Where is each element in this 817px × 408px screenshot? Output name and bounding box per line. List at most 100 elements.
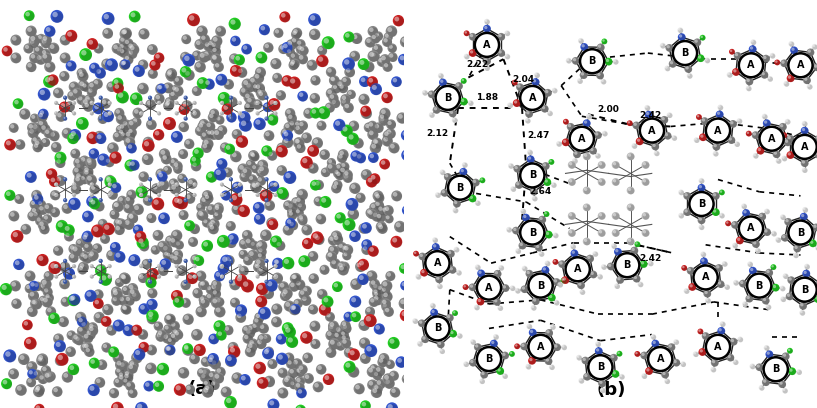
Circle shape (163, 246, 172, 255)
Circle shape (643, 230, 646, 233)
Circle shape (208, 218, 220, 229)
Circle shape (171, 92, 175, 96)
Circle shape (239, 171, 250, 182)
Circle shape (684, 288, 690, 294)
Circle shape (246, 239, 255, 248)
Circle shape (385, 308, 390, 312)
Circle shape (140, 112, 143, 115)
Circle shape (274, 264, 278, 268)
Circle shape (342, 332, 349, 339)
Circle shape (612, 244, 614, 246)
Circle shape (99, 198, 103, 202)
Circle shape (735, 53, 739, 56)
Circle shape (278, 388, 288, 398)
Circle shape (138, 238, 149, 249)
Circle shape (259, 335, 263, 340)
Circle shape (342, 335, 346, 339)
Circle shape (125, 371, 133, 380)
Circle shape (325, 347, 337, 358)
Circle shape (82, 344, 92, 353)
Circle shape (276, 353, 288, 365)
Circle shape (493, 334, 499, 340)
Circle shape (265, 259, 267, 261)
Circle shape (217, 235, 230, 248)
Circle shape (374, 385, 382, 394)
Circle shape (182, 299, 186, 304)
Circle shape (79, 266, 87, 275)
Circle shape (587, 115, 589, 117)
Circle shape (221, 193, 222, 195)
Circle shape (63, 204, 73, 214)
Circle shape (163, 101, 173, 111)
Circle shape (345, 313, 349, 317)
Circle shape (305, 109, 310, 114)
Circle shape (243, 45, 252, 54)
Circle shape (123, 54, 133, 64)
Circle shape (352, 152, 357, 157)
Circle shape (221, 102, 222, 103)
Circle shape (742, 204, 744, 207)
Circle shape (697, 115, 699, 118)
Circle shape (230, 279, 240, 290)
Circle shape (261, 26, 270, 35)
Circle shape (469, 359, 477, 366)
Circle shape (248, 344, 252, 348)
Circle shape (698, 55, 701, 59)
Circle shape (598, 275, 603, 279)
Circle shape (596, 72, 604, 79)
Circle shape (368, 129, 378, 140)
Circle shape (437, 284, 443, 289)
Circle shape (291, 29, 301, 39)
Circle shape (155, 54, 164, 63)
Circle shape (212, 360, 217, 365)
Circle shape (239, 266, 248, 276)
Circle shape (473, 180, 476, 183)
Circle shape (580, 290, 583, 293)
Circle shape (81, 157, 85, 162)
Circle shape (417, 341, 422, 347)
Circle shape (531, 189, 534, 192)
Circle shape (770, 54, 773, 56)
Circle shape (212, 55, 221, 64)
Circle shape (210, 130, 214, 135)
Circle shape (375, 212, 386, 223)
Circle shape (227, 356, 237, 366)
Circle shape (95, 67, 106, 79)
Circle shape (641, 212, 650, 220)
Circle shape (166, 71, 176, 82)
Circle shape (13, 300, 17, 304)
Circle shape (116, 109, 124, 118)
Circle shape (10, 212, 20, 222)
Circle shape (115, 278, 124, 287)
Circle shape (42, 36, 47, 41)
Circle shape (80, 263, 89, 273)
Circle shape (154, 53, 164, 63)
Circle shape (690, 284, 693, 288)
Circle shape (35, 47, 44, 56)
Circle shape (528, 157, 534, 163)
Circle shape (255, 264, 259, 268)
Circle shape (393, 78, 402, 87)
Circle shape (245, 93, 254, 103)
Circle shape (584, 239, 587, 242)
Circle shape (752, 133, 756, 135)
Circle shape (315, 383, 324, 392)
Circle shape (36, 356, 47, 366)
Circle shape (317, 215, 322, 220)
Circle shape (159, 267, 168, 276)
Circle shape (359, 353, 371, 364)
Circle shape (171, 159, 179, 167)
Circle shape (334, 181, 338, 186)
Circle shape (239, 265, 242, 268)
Circle shape (117, 126, 121, 130)
Circle shape (51, 132, 55, 137)
Circle shape (55, 335, 59, 339)
Circle shape (118, 92, 123, 98)
Circle shape (498, 306, 503, 311)
Circle shape (435, 192, 441, 198)
Circle shape (249, 251, 254, 256)
Circle shape (373, 139, 382, 149)
Circle shape (78, 119, 88, 130)
Circle shape (342, 163, 346, 167)
Circle shape (184, 198, 188, 202)
